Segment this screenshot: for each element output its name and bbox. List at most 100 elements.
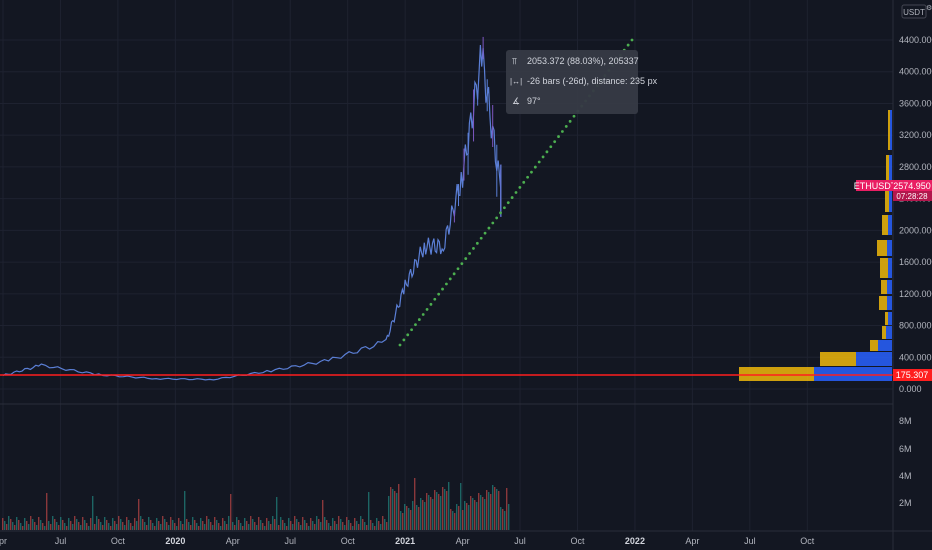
time-tick-label: Oct [800, 536, 815, 546]
volume-bar [388, 496, 390, 530]
volume-bar [260, 520, 262, 530]
volume-bar [354, 518, 356, 530]
trend-dot [572, 114, 576, 118]
volume-bar [258, 517, 260, 530]
volume-bar [452, 511, 454, 530]
price-tick-label: 2800.000 [899, 162, 932, 172]
vp-bar-down [882, 215, 888, 235]
vp-bar-down [888, 110, 890, 150]
volume-bar [276, 497, 278, 530]
volume-bar [420, 498, 422, 530]
trend-dot [460, 262, 464, 266]
time-tick-label: pr [0, 536, 7, 546]
volume-bar [170, 517, 172, 530]
volume-bar [332, 518, 334, 530]
volume-bar [70, 521, 72, 530]
time-scale[interactable]: pr Jul Oct 2020 Apr Jul Oct 2021 Apr Jul Oct 2022 Ap… [0, 536, 815, 546]
volume-bar [390, 487, 392, 530]
trend-dot [487, 226, 491, 230]
volume-bar [434, 490, 436, 530]
time-tick-label: 2021 [395, 536, 415, 546]
volume-bar [226, 524, 228, 530]
currency-button[interactable]: USDT [901, 4, 927, 19]
volume-bar [392, 489, 394, 530]
volume-bar [394, 491, 396, 530]
volume-bar [268, 521, 270, 530]
volume-bar [492, 485, 494, 530]
settings-icon[interactable]: ⚙ [926, 4, 932, 12]
volume-bar [336, 524, 338, 530]
volume-bar [218, 523, 220, 530]
price-tick-label: 400.000 [899, 352, 932, 362]
volume-bar [194, 520, 196, 530]
volume-bar [432, 499, 434, 530]
price-range-icon: ⫪ [512, 56, 518, 66]
volume-bar [306, 523, 308, 530]
vp-bar-up [888, 215, 892, 235]
grid [0, 0, 893, 531]
volume-bar [286, 526, 288, 530]
trend-dot [464, 257, 468, 260]
volume-bar [92, 496, 94, 530]
volume-bar [68, 518, 70, 530]
volume-bar [294, 516, 296, 530]
volume-bar [182, 524, 184, 530]
volume-bar [128, 520, 130, 530]
vp-bar-down [881, 280, 887, 294]
volume-bar [244, 518, 246, 530]
volume-bar [362, 519, 364, 530]
hline-price-value: 175.307 [896, 370, 929, 380]
volume-bar [304, 520, 306, 530]
volume-bar [104, 517, 106, 530]
volume-bar [36, 525, 38, 530]
volume-bar [110, 526, 112, 530]
volume-bar [106, 520, 108, 530]
trend-dot [445, 282, 448, 286]
volume-bar [458, 506, 460, 530]
volume-bar [356, 521, 358, 530]
volume-bar [52, 516, 54, 530]
trend-dot [437, 292, 441, 296]
volume-bar [34, 522, 36, 530]
trend-dot [456, 267, 460, 271]
volume-bar [466, 503, 468, 530]
vp-bar-up [878, 340, 892, 351]
trend-dot [630, 38, 634, 42]
vp-bar-down [879, 296, 887, 310]
trend-dot [468, 252, 471, 255]
volume-bar [358, 524, 360, 530]
vp-bar-up [814, 367, 892, 381]
vp-bar-down [885, 190, 889, 212]
price-tick-label: 4400.000 [899, 35, 932, 45]
volume-bar [450, 509, 452, 530]
volume-bar [320, 522, 322, 530]
trend-dot [495, 216, 499, 220]
volume-bar [168, 525, 170, 530]
volume-bar [372, 523, 374, 530]
volume-bar [32, 519, 34, 530]
trend-dot [514, 191, 518, 194]
volume-bar [78, 522, 80, 530]
price-scale[interactable]: 4400.000 4000.000 3600.000 3200.000 2800.000… [899, 35, 932, 394]
vp-bar-up [887, 296, 892, 310]
volume-bar [186, 519, 188, 530]
volume-bar [210, 522, 212, 530]
volume-bar [198, 526, 200, 530]
volume-bar [148, 517, 150, 530]
volume-bar [476, 502, 478, 530]
volume-bar [408, 508, 410, 530]
volume-bar [424, 502, 426, 530]
volume-bar [176, 526, 178, 530]
volume-bar [330, 526, 332, 530]
trend-dot [425, 308, 429, 311]
volume-bar [56, 522, 58, 530]
volume-profile [739, 110, 892, 381]
volume-bar [406, 506, 408, 530]
volume-bar [8, 516, 10, 530]
volume-bar [10, 519, 12, 530]
trend-dot [553, 140, 557, 144]
volume-bar [232, 522, 234, 530]
trend-dot [499, 211, 502, 215]
volume-bar [472, 498, 474, 530]
